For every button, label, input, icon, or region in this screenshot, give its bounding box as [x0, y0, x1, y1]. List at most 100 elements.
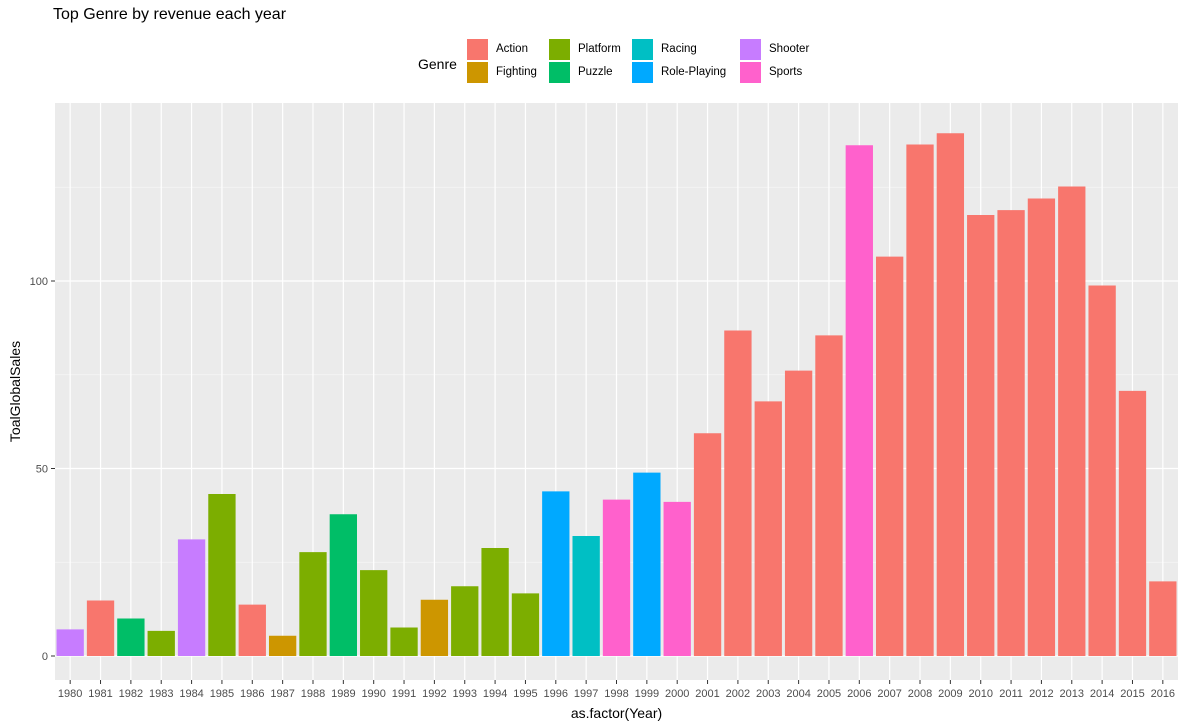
bar-1994: [481, 548, 509, 656]
bar-2010: [967, 215, 995, 656]
legend-key-role-playing: [632, 62, 653, 83]
bar-1985: [208, 494, 236, 656]
legend: Genre Action Fighting Platform Puzzle Racing…: [0, 0, 1186, 100]
x-tick-label-2010: 2010: [968, 688, 992, 700]
x-tick-label-1982: 1982: [119, 688, 143, 700]
x-tick-label-1995: 1995: [513, 688, 537, 700]
bar-1981: [86, 600, 115, 656]
y-tick-label: 0: [42, 651, 48, 663]
bar-1990: [360, 570, 388, 656]
x-tick-label-1985: 1985: [210, 688, 234, 700]
legend-key-puzzle: [549, 62, 570, 83]
bar-2011: [997, 210, 1025, 656]
x-tick-label-1987: 1987: [270, 688, 294, 700]
legend-label-role-playing: Role-Playing: [661, 66, 727, 78]
bar-2004: [784, 370, 813, 656]
x-tick-label-2008: 2008: [908, 688, 932, 700]
bar-2016: [1149, 581, 1177, 656]
x-tick-label-1998: 1998: [604, 688, 628, 700]
bar-2000: [663, 501, 691, 656]
bar-1986: [238, 604, 266, 656]
legend-label-sports: Sports: [769, 66, 803, 78]
x-tick-label-1984: 1984: [179, 688, 203, 700]
x-tick-label-1990: 1990: [361, 688, 385, 700]
legend-key-platform: [549, 39, 570, 60]
bar-1991: [390, 627, 418, 656]
bar-1996: [542, 491, 570, 656]
legend-label-fighting: Fighting: [496, 66, 537, 78]
x-tick-label-2012: 2012: [1029, 688, 1053, 700]
legend-key-fighting: [467, 62, 488, 83]
bar-2009: [936, 133, 965, 656]
legend-label-racing: Racing: [661, 43, 697, 55]
x-axis: 1980 1981 1982 1983 1984 1985 1986 1987 1988 1989…: [58, 680, 1175, 700]
legend-label-action: Action: [496, 43, 528, 55]
x-tick-label-1994: 1994: [483, 688, 507, 700]
x-tick-label-1983: 1983: [149, 688, 173, 700]
legend-title: Genre: [418, 56, 457, 72]
x-tick-label-2000: 2000: [665, 688, 689, 700]
bar-2012: [1027, 198, 1056, 656]
bar-2015: [1118, 390, 1147, 656]
x-tick-label-1999: 1999: [635, 688, 659, 700]
x-tick-label-1996: 1996: [544, 688, 568, 700]
bar-1988: [299, 552, 327, 656]
bar-1992: [420, 599, 449, 656]
bar-1984: [177, 539, 206, 656]
y-tick-label: 50: [36, 464, 48, 476]
bar-2001: [693, 433, 722, 656]
bar-1995: [511, 593, 540, 656]
x-tick-label-2007: 2007: [877, 688, 901, 700]
x-tick-label-1986: 1986: [240, 688, 264, 700]
x-tick-label-1989: 1989: [331, 688, 355, 700]
bars: [56, 133, 1177, 656]
bar-2014: [1088, 285, 1116, 656]
x-tick-label-2009: 2009: [938, 688, 962, 700]
x-axis-title: as.factor(Year): [571, 705, 662, 721]
legend-label-platform: Platform: [578, 43, 621, 55]
x-tick-label-2014: 2014: [1090, 688, 1114, 700]
x-tick-label-1981: 1981: [88, 688, 112, 700]
x-tick-label-1980: 1980: [58, 688, 82, 700]
x-tick-label-2011: 2011: [999, 688, 1023, 700]
x-tick-label-1993: 1993: [453, 688, 477, 700]
legend-label-puzzle: Puzzle: [578, 66, 613, 78]
x-tick-label-1991: 1991: [392, 688, 416, 700]
bar-1993: [451, 586, 479, 656]
legend-label-shooter: Shooter: [769, 43, 810, 55]
x-tick-label-2006: 2006: [847, 688, 871, 700]
bar-1989: [329, 514, 357, 656]
x-tick-label-1992: 1992: [422, 688, 446, 700]
legend-key-racing: [632, 39, 653, 60]
y-axis: 0 50 100: [30, 276, 55, 663]
x-tick-label-1997: 1997: [574, 688, 598, 700]
x-tick-label-2013: 2013: [1060, 688, 1084, 700]
x-tick-label-1988: 1988: [301, 688, 325, 700]
bar-2007: [876, 256, 904, 656]
x-tick-label-2016: 2016: [1151, 688, 1175, 700]
x-tick-label-2015: 2015: [1120, 688, 1144, 700]
x-tick-label-2005: 2005: [817, 688, 841, 700]
legend-key-sports: [740, 62, 761, 83]
bar-1982: [117, 618, 145, 656]
x-tick-label-2004: 2004: [786, 688, 810, 700]
bar-2002: [724, 330, 752, 656]
legend-key-action: [467, 39, 488, 60]
bar-1998: [602, 499, 631, 656]
chart-title: Top Genre by revenue each year: [53, 6, 287, 23]
bar-2006: [845, 145, 873, 656]
bar-1980: [56, 629, 84, 656]
bar-1999: [633, 472, 661, 656]
x-tick-label-2002: 2002: [726, 688, 750, 700]
bar-2008: [906, 144, 934, 656]
bar-2003: [754, 401, 782, 656]
bar-2013: [1058, 186, 1086, 656]
bar-1997: [572, 536, 600, 656]
bar-1983: [147, 630, 175, 656]
bar-2005: [815, 335, 843, 656]
y-tick-label: 100: [30, 276, 48, 288]
bar-1987: [268, 635, 297, 656]
x-tick-label-2001: 2001: [695, 688, 719, 700]
legend-key-shooter: [740, 39, 761, 60]
